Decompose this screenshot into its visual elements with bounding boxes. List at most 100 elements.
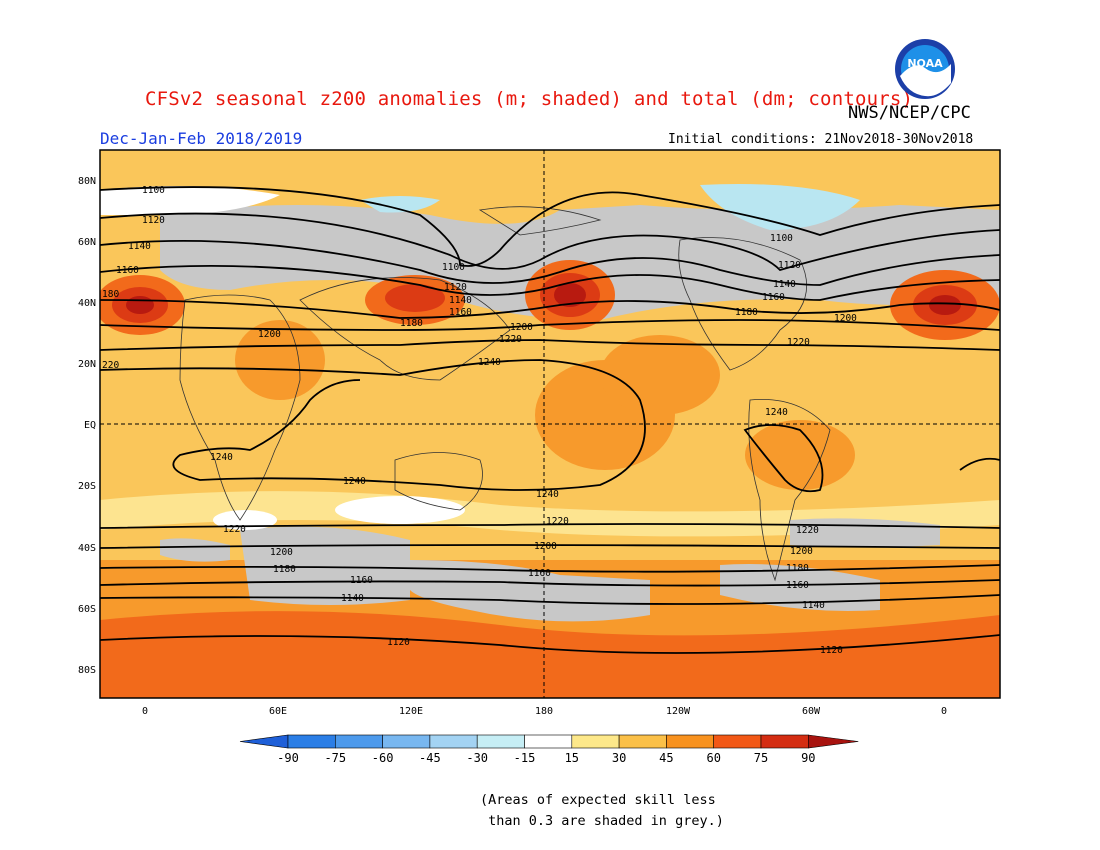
contour-label: 1160 [762,292,785,303]
lat-label: EQ [84,420,96,431]
contour-label: 220 [102,360,119,371]
contour-label: 1160 [350,575,373,586]
colorbar-segment [666,734,715,749]
lat-label: 80S [78,665,96,676]
contour-label: 1160 [116,265,139,276]
contour-label: 1200 [834,313,857,324]
contour-label: 1220 [796,525,819,536]
lon-label: 0 [142,706,148,717]
colorbar-label: 60 [706,751,720,765]
contour-label: 1220 [223,524,246,535]
colorbar-label: 90 [801,751,815,765]
map-frame [99,149,1001,699]
anomaly-max-north-pacific [525,260,615,330]
lon-label: 120W [666,706,691,717]
contour-label: 1180 [273,564,296,575]
colorbar-segment [713,734,762,749]
colorbar-segment [476,734,525,749]
colorbar-arrow-low [239,734,289,749]
contour-label: 1200 [534,541,557,552]
lat-label: 40N [78,298,96,309]
colorbar-segment [334,734,383,749]
colorbar-label: 45 [659,751,673,765]
contour-label: 1140 [341,593,364,604]
colorbar-label: -45 [419,751,441,765]
contour-label: 1100 [442,262,465,273]
contour-label: 1240 [536,489,559,500]
colorbar-segment [382,734,431,749]
contour-labels: 1100 1120 1140 1160 180 220 1200 1100 11… [102,185,857,656]
contour-label: 1220 [546,516,569,527]
contour-label: 1180 [786,563,809,574]
contour-label: 180 [102,289,119,300]
lat-label: 20S [78,481,96,492]
contour-label: 1200 [258,329,281,340]
colorbar-segment [760,734,809,749]
contour-label: 1180 [400,318,423,329]
initial-conditions-label: Initial conditions: 21Nov2018-30Nov2018 [668,132,974,147]
colorbar-label: -30 [466,751,488,765]
noaa-logo: NOAA [895,39,955,99]
contour-label: 1140 [773,279,796,290]
contour-label: 1240 [765,407,788,418]
colorbar-arrow-high [807,734,859,749]
colorbar-label: -75 [324,751,346,765]
colorbar-segment [429,734,478,749]
contour-label: 1140 [128,241,151,252]
lat-label: 60S [78,604,96,615]
contours [100,186,1000,654]
lon-label: 60E [269,706,287,717]
anomaly-max-europe-right [890,270,1000,340]
colorbar-label: 30 [612,751,626,765]
lon-label: 120E [399,706,423,717]
contour-label: 1100 [142,185,165,196]
contour-label: 1100 [770,233,793,244]
lon-label: 60W [802,706,821,717]
anomaly-max-east-asia [365,275,465,325]
colorbar-segment [618,734,667,749]
colorbar: -90 -75 -60 -45 -30 -15 15 30 45 60 75 90 [239,734,859,765]
contour-label: 1220 [787,337,810,348]
contour-label: 1160 [528,568,551,579]
latitude-axis: 80N 60N 40N 20N EQ 20S 40S 60S 80S [78,176,96,676]
colorbar-label: -90 [277,751,299,765]
agency-label: NWS/NCEP/CPC [848,103,971,123]
anomaly-shading [100,150,1000,698]
contour-label: 1200 [510,322,533,333]
contour-label: 1120 [820,645,843,656]
contour-label: 1240 [210,452,233,463]
map-title: CFSv2 seasonal z200 anomalies (m; shaded… [145,88,914,110]
colorbar-label: 75 [754,751,768,765]
colorbar-label: -60 [372,751,394,765]
lon-label: 180 [535,706,553,717]
contour-label: 1160 [449,307,472,318]
colorbar-segment [524,734,573,749]
colorbar-label: -15 [514,751,536,765]
lat-label: 40S [78,543,96,554]
skill-note: (Areas of expected skill less than 0.3 a… [480,792,724,829]
lat-label: 20N [78,359,96,370]
contour-label: 1120 [444,282,467,293]
longitude-axis: 0 60E 120E 180 120W 60W 0 [142,706,947,717]
contour-label: 1160 [786,580,809,591]
contour-label: 1120 [778,260,801,271]
logo-text: NOAA [907,57,943,70]
contour-label: 1180 [735,307,758,318]
lon-label: 0 [941,706,947,717]
contour-label: 1220 [499,334,522,345]
contour-label: 1240 [343,476,366,487]
contour-label: 1240 [478,357,501,368]
season-label: Dec-Jan-Feb 2018/2019 [100,129,303,148]
lat-label: 80N [78,176,96,187]
contour-label: 1200 [270,547,293,558]
colorbar-segment [571,734,620,749]
lat-label: 60N [78,237,96,248]
contour-label: 1120 [142,215,165,226]
colorbar-label: 15 [565,751,579,765]
contour-label: 1140 [802,600,825,611]
colorbar-segment [287,734,336,749]
contour-label: 1200 [790,546,813,557]
contour-label: 1140 [449,295,472,306]
contour-label: 1120 [387,637,410,648]
